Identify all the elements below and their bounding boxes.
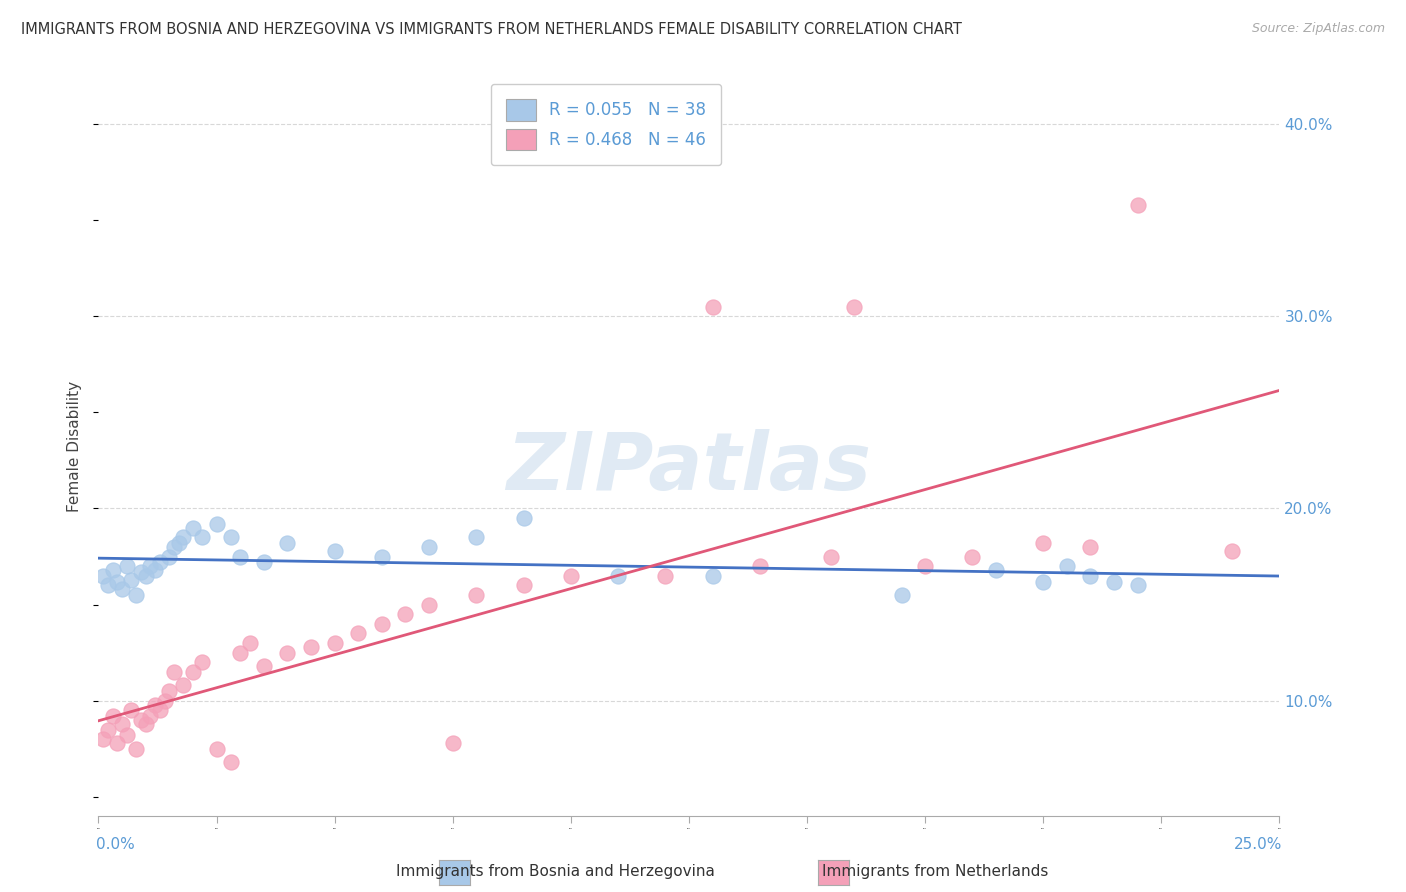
Text: Source: ZipAtlas.com: Source: ZipAtlas.com bbox=[1251, 22, 1385, 36]
Point bbox=[191, 530, 214, 544]
Point bbox=[239, 636, 262, 650]
Point bbox=[418, 598, 440, 612]
Point bbox=[91, 569, 114, 583]
Point bbox=[465, 530, 488, 544]
Point bbox=[135, 717, 157, 731]
Point bbox=[1126, 197, 1149, 211]
Point bbox=[465, 588, 488, 602]
Point bbox=[101, 709, 124, 723]
Point bbox=[371, 616, 394, 631]
Point bbox=[167, 536, 190, 550]
Point bbox=[394, 607, 416, 622]
Point bbox=[654, 569, 676, 583]
Point bbox=[125, 742, 148, 756]
Point bbox=[153, 694, 176, 708]
Point bbox=[1032, 536, 1054, 550]
Text: IMMIGRANTS FROM BOSNIA AND HERZEGOVINA VS IMMIGRANTS FROM NETHERLANDS FEMALE DIS: IMMIGRANTS FROM BOSNIA AND HERZEGOVINA V… bbox=[21, 22, 962, 37]
Point bbox=[371, 549, 394, 564]
Point bbox=[149, 703, 172, 717]
Point bbox=[962, 549, 984, 564]
Point bbox=[1126, 578, 1149, 592]
Text: Immigrants from Netherlands: Immigrants from Netherlands bbox=[821, 864, 1049, 879]
Point bbox=[143, 563, 166, 577]
Point bbox=[890, 588, 912, 602]
Point bbox=[143, 698, 166, 712]
Point bbox=[253, 659, 276, 673]
Point bbox=[115, 559, 138, 574]
Point bbox=[91, 732, 114, 747]
Point bbox=[172, 530, 194, 544]
Point bbox=[163, 665, 186, 679]
Point bbox=[97, 578, 120, 592]
Point bbox=[129, 565, 152, 579]
Point bbox=[205, 516, 228, 531]
Point bbox=[111, 582, 134, 597]
Point bbox=[299, 640, 322, 654]
Legend: R = 0.055   N = 38, R = 0.468   N = 46: R = 0.055 N = 38, R = 0.468 N = 46 bbox=[491, 84, 721, 165]
Point bbox=[229, 549, 252, 564]
Point bbox=[512, 578, 534, 592]
Point bbox=[1032, 574, 1054, 589]
Point bbox=[97, 723, 120, 737]
Point bbox=[512, 511, 534, 525]
Point bbox=[748, 559, 770, 574]
Point bbox=[219, 756, 242, 770]
Point bbox=[1080, 540, 1102, 554]
Point bbox=[820, 549, 842, 564]
Point bbox=[105, 574, 128, 589]
Point bbox=[229, 646, 252, 660]
Y-axis label: Female Disability: Female Disability bbox=[67, 380, 83, 512]
Text: 25.0%: 25.0% bbox=[1234, 838, 1282, 852]
Text: Immigrants from Bosnia and Herzegovina: Immigrants from Bosnia and Herzegovina bbox=[396, 864, 714, 879]
Point bbox=[1220, 543, 1243, 558]
Point bbox=[205, 742, 228, 756]
Point bbox=[702, 300, 724, 314]
Point bbox=[135, 569, 157, 583]
Point bbox=[157, 549, 180, 564]
Point bbox=[418, 540, 440, 554]
Point bbox=[323, 636, 346, 650]
Point bbox=[253, 555, 276, 569]
Point bbox=[219, 530, 242, 544]
Point bbox=[101, 563, 124, 577]
Point bbox=[157, 684, 180, 698]
Point bbox=[560, 569, 582, 583]
Point bbox=[441, 736, 464, 750]
Point bbox=[347, 626, 370, 640]
Point bbox=[121, 703, 143, 717]
Point bbox=[181, 665, 204, 679]
Text: 0.0%: 0.0% bbox=[96, 838, 135, 852]
Point bbox=[115, 728, 138, 742]
Point bbox=[149, 555, 172, 569]
Point bbox=[844, 300, 866, 314]
Point bbox=[129, 713, 152, 727]
Point bbox=[1080, 569, 1102, 583]
Point bbox=[172, 678, 194, 692]
Point bbox=[323, 543, 346, 558]
Point bbox=[111, 717, 134, 731]
Point bbox=[191, 656, 214, 670]
Point bbox=[984, 563, 1007, 577]
Point bbox=[914, 559, 936, 574]
Point bbox=[1056, 559, 1078, 574]
Point bbox=[139, 559, 162, 574]
Point bbox=[702, 569, 724, 583]
Point bbox=[181, 521, 204, 535]
Point bbox=[105, 736, 128, 750]
Point bbox=[121, 573, 143, 587]
Point bbox=[276, 646, 298, 660]
Point bbox=[276, 536, 298, 550]
Point bbox=[125, 588, 148, 602]
Point bbox=[607, 569, 630, 583]
Text: ZIPatlas: ZIPatlas bbox=[506, 429, 872, 508]
Point bbox=[163, 540, 186, 554]
Point bbox=[1102, 574, 1125, 589]
Point bbox=[139, 709, 162, 723]
